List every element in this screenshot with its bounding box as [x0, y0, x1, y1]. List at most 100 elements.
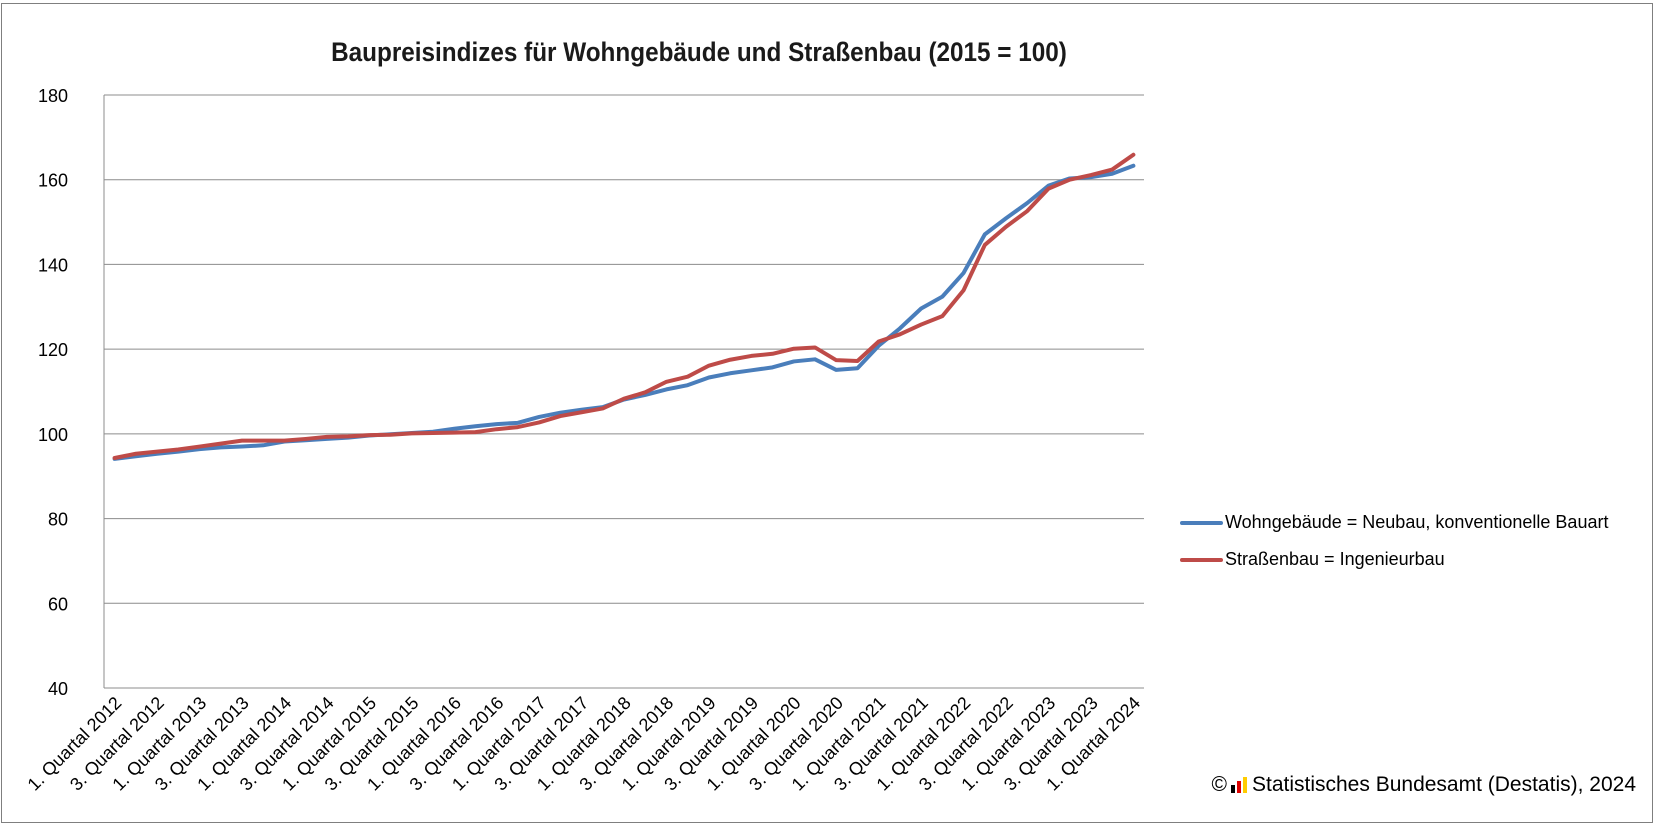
- data-point: [134, 452, 138, 455]
- y-axis-tick-labels: 40 60 80 100 120 140 160 180: [38, 86, 68, 699]
- series-0: [112, 163, 1136, 461]
- data-point: [1110, 168, 1114, 171]
- data-point: [1110, 172, 1114, 175]
- gridlines: [103, 94, 1144, 689]
- data-point: [346, 435, 350, 438]
- data-point: [580, 411, 583, 414]
- data-point: [919, 323, 923, 326]
- data-point: [410, 432, 413, 435]
- data-point: [1132, 164, 1135, 167]
- data-point: [983, 243, 987, 247]
- data-point: [304, 437, 307, 441]
- data-point: [177, 448, 180, 451]
- series-line: [112, 163, 1136, 461]
- data-point: [474, 430, 477, 434]
- data-point: [941, 295, 944, 298]
- data-point: [219, 442, 222, 445]
- legend-item-wohngebaeude: Wohngebäude = Neubau, konventionelle Bau…: [1180, 504, 1608, 541]
- legend-item-strassenbau: Straßenbau = Ingenieurbau: [1180, 541, 1608, 578]
- data-point: [707, 376, 711, 379]
- copyright-symbol: ©: [1211, 773, 1227, 796]
- data-point: [559, 414, 562, 418]
- data-point: [240, 445, 244, 448]
- chart-frame: Baupreisindizes für Wohngebäude und Stra…: [1, 3, 1653, 823]
- legend-label: Straßenbau = Ingenieurbau: [1225, 549, 1445, 569]
- legend-swatch: [1180, 520, 1223, 525]
- data-point: [919, 307, 923, 310]
- data-point: [1047, 187, 1050, 190]
- series-line: [112, 152, 1136, 460]
- data-point: [155, 450, 159, 453]
- data-point: [644, 391, 647, 394]
- legend-label: Wohngebäude = Neubau, konventionelle Bau…: [1225, 512, 1609, 532]
- data-point: [771, 352, 774, 355]
- data-point: [453, 427, 456, 430]
- series-lines: [112, 152, 1136, 461]
- data-point: [368, 433, 371, 437]
- legend-swatch: [1180, 557, 1223, 562]
- data-point: [792, 347, 795, 350]
- data-point: [898, 333, 902, 336]
- data-point: [686, 375, 689, 378]
- data-point: [750, 354, 753, 358]
- data-point: [1089, 173, 1093, 177]
- data-point: [1026, 201, 1029, 205]
- data-point: [1026, 209, 1029, 213]
- destatis-logo-icon: [1230, 777, 1247, 793]
- data-point: [792, 360, 795, 363]
- data-point: [835, 358, 838, 362]
- data-point: [219, 446, 222, 449]
- chart-title: Baupreisindizes für Wohngebäude und Stra…: [331, 38, 1067, 67]
- data-point: [559, 411, 562, 414]
- data-point: [453, 431, 456, 434]
- y-tick-label: 120: [38, 340, 68, 360]
- data-point: [983, 233, 987, 236]
- data-point: [898, 327, 902, 330]
- data-point: [1004, 225, 1008, 228]
- data-point: [877, 344, 880, 347]
- data-point: [495, 428, 498, 431]
- data-point: [1068, 178, 1071, 181]
- data-point: [813, 358, 817, 361]
- data-point: [856, 359, 859, 363]
- data-point: [771, 366, 774, 369]
- data-point: [813, 346, 817, 349]
- data-point: [686, 383, 689, 387]
- data-point: [962, 289, 965, 292]
- data-point: [728, 372, 732, 375]
- data-point: [474, 425, 477, 428]
- data-point: [431, 431, 435, 435]
- data-point: [261, 444, 265, 447]
- data-point: [665, 388, 668, 391]
- data-point: [856, 367, 859, 370]
- data-point: [325, 435, 329, 439]
- y-tick-label: 160: [38, 171, 68, 191]
- y-tick-label: 180: [38, 86, 68, 106]
- data-point: [622, 397, 626, 400]
- data-point: [198, 445, 201, 448]
- data-point: [877, 340, 880, 343]
- y-tick-label: 40: [48, 679, 68, 699]
- data-point: [516, 425, 520, 429]
- data-point: [707, 364, 711, 367]
- data-point: [537, 421, 541, 424]
- data-point: [1004, 217, 1008, 220]
- y-tick-label: 80: [48, 510, 68, 530]
- data-point: [962, 271, 965, 275]
- series-1: [112, 152, 1136, 460]
- source-credit: © Statistisches Bundesamt (Destatis), 20…: [1212, 773, 1637, 797]
- y-tick-label: 60: [48, 594, 68, 614]
- data-point: [261, 439, 265, 442]
- data-point: [537, 415, 541, 419]
- data-point: [113, 456, 116, 460]
- chart-plot: Baupreisindizes für Wohngebäude und Stra…: [24, 38, 1145, 795]
- data-point: [835, 368, 838, 372]
- y-tick-label: 100: [38, 425, 68, 445]
- data-point: [750, 369, 753, 372]
- legend: Wohngebäude = Neubau, konventionelle Bau…: [1180, 504, 1608, 578]
- data-point: [1132, 153, 1135, 156]
- data-point: [941, 314, 944, 318]
- data-point: [516, 421, 520, 425]
- data-point: [389, 433, 392, 436]
